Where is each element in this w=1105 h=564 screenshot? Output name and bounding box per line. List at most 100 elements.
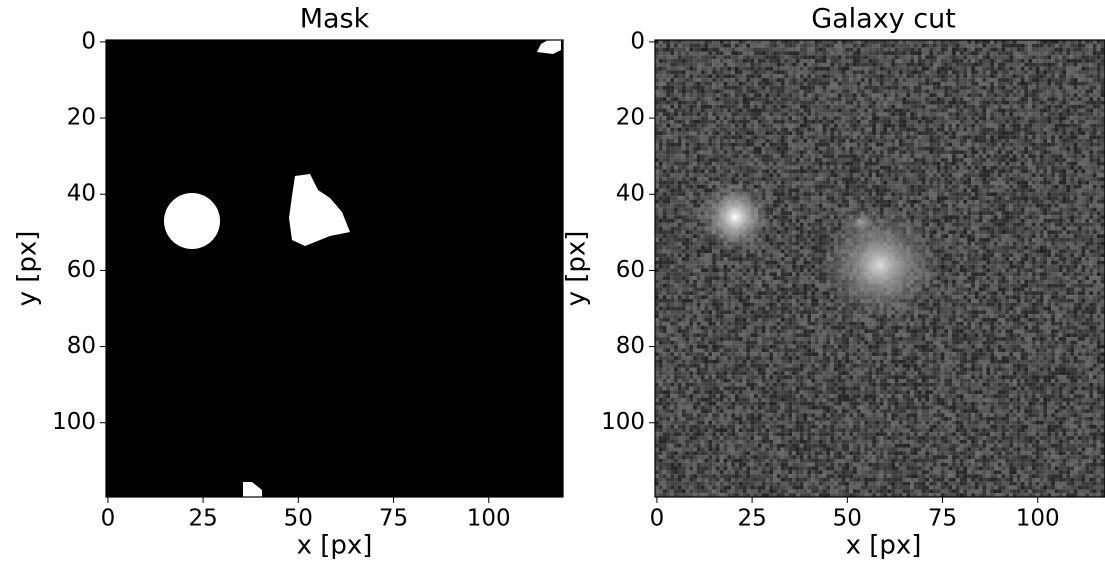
pixel [1028,90,1032,94]
pixel [712,166,716,170]
pixel [994,185,998,189]
pixel [967,82,971,86]
pixel [705,67,709,71]
pixel [868,59,872,63]
pixel [929,112,933,116]
pixel [1028,169,1032,173]
pixel [925,82,929,86]
pixel [971,44,975,48]
pixel [693,154,697,158]
pixel [880,177,884,181]
pixel [670,177,674,181]
pixel [1040,48,1044,52]
pixel [659,131,663,135]
pixel [914,109,918,113]
pixel [1040,154,1044,158]
pixel [838,112,842,116]
pixel [811,196,815,200]
pixel [1089,150,1093,154]
pixel [948,78,952,82]
pixel [1013,70,1017,74]
pixel [773,63,777,67]
pixel [1021,51,1025,55]
pixel [876,177,880,181]
pixel [1032,48,1036,52]
pixel [872,86,876,90]
pixel [891,97,895,101]
pixel [1093,150,1097,154]
pixel [1101,192,1105,196]
pixel [765,135,769,139]
pixel [868,120,872,124]
pixel [663,90,667,94]
pixel [1002,105,1006,109]
pixel [743,82,747,86]
pixel [990,101,994,105]
pixel [983,189,987,193]
pixel [819,162,823,166]
pixel [777,135,781,139]
pixel [792,86,796,90]
pixel [1036,150,1040,154]
pixel [1062,189,1066,193]
pixel [1021,185,1025,189]
pixel [815,67,819,71]
pixel [807,162,811,166]
pixel [956,120,960,124]
pixel [1024,78,1028,82]
pixel [811,150,815,154]
pixel [1059,185,1063,189]
pixel [925,44,929,48]
pixel [903,162,907,166]
pixel [842,51,846,55]
pixel [864,177,868,181]
pixel [906,120,910,124]
pixel [784,147,788,151]
pixel [1051,112,1055,116]
pixel [807,169,811,173]
pixel [807,67,811,71]
pixel [697,143,701,147]
pixel [864,162,868,166]
pixel [708,135,712,139]
pixel [941,101,945,105]
pixel [1093,135,1097,139]
pixel [826,67,830,71]
pixel [788,86,792,90]
pixel [1005,105,1009,109]
pixel [857,105,861,109]
pixel [659,90,663,94]
pixel [788,135,792,139]
pixel [773,139,777,143]
pixel [906,169,910,173]
pixel [800,67,804,71]
pixel [1032,131,1036,135]
pixel [838,51,842,55]
pixel [956,59,960,63]
pixel [864,97,868,101]
pixel [887,196,891,200]
pixel [746,70,750,74]
pixel [1047,116,1051,120]
pixel [1093,93,1097,97]
pixel [1005,173,1009,177]
pixel [720,135,724,139]
pixel [712,82,716,86]
pixel [731,154,735,158]
pixel [697,63,701,67]
pixel [967,135,971,139]
pixel [743,139,747,143]
pixel [743,74,747,78]
pixel [922,70,926,74]
pixel [887,63,891,67]
pixel [887,55,891,59]
pixel [758,86,762,90]
pixel [743,112,747,116]
pixel [967,78,971,82]
pixel [963,154,967,158]
pixel [903,116,907,120]
pixel [1062,67,1066,71]
pixel [750,181,754,185]
pixel [1097,44,1101,48]
pixel [674,48,678,52]
